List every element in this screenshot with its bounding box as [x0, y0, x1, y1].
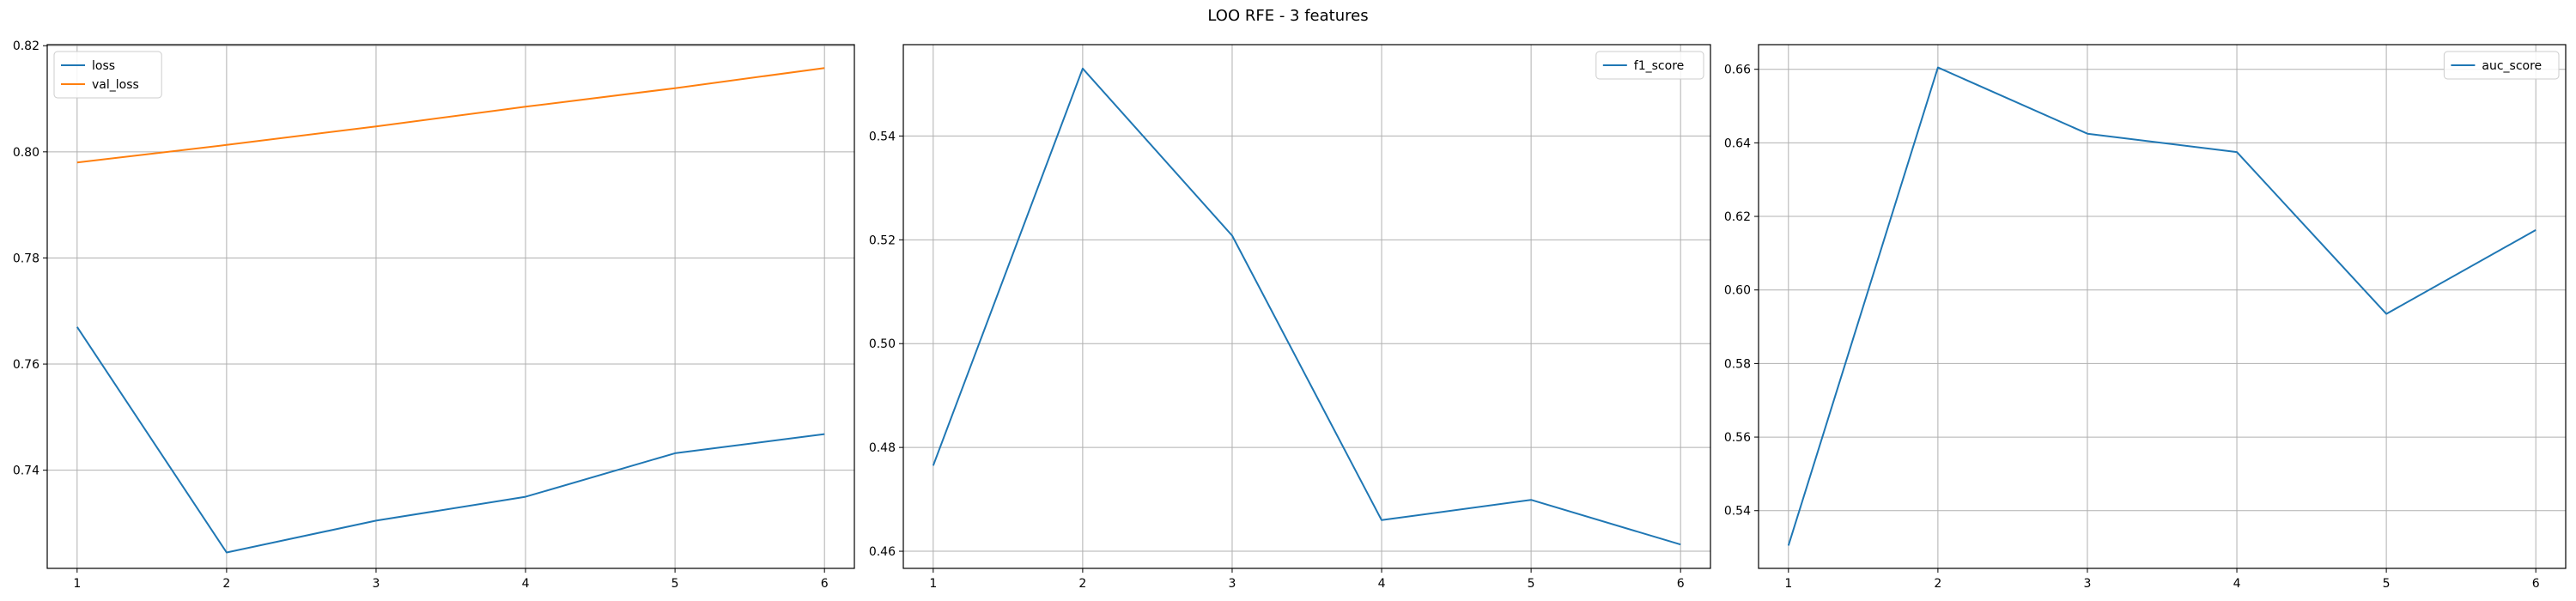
axes-frame: [46, 44, 855, 569]
data-point-f1_score: [1380, 519, 1383, 522]
chart-panel-2: 1 2 3 4 5 6 0.46 0.48 0.50 0.52 0.54 f1_score: [869, 44, 1711, 591]
data-point-loss: [374, 519, 378, 522]
data-point-val_loss: [673, 87, 677, 90]
data-point-f1_score: [1230, 234, 1234, 237]
x-tick-label: 2: [1078, 577, 1086, 591]
data-point-f1_score: [932, 464, 935, 467]
x-tick-label: 5: [671, 577, 679, 591]
x-tick-label: 5: [1528, 577, 1535, 591]
series-line-loss: [76, 326, 825, 554]
data-point-auc_score: [2385, 313, 2388, 316]
series-line-val_loss: [76, 67, 825, 164]
data-point-val_loss: [823, 66, 826, 70]
x-tick-label: 4: [522, 577, 530, 591]
data-point-f1_score: [1679, 543, 1682, 546]
y-tick-label: 0.62: [1724, 210, 1751, 224]
y-tick-label: 0.82: [13, 39, 39, 53]
data-point-f1_score: [1529, 498, 1533, 501]
y-tick-label: 0.80: [13, 146, 39, 160]
y-tick-label: 0.60: [1724, 284, 1751, 298]
data-point-loss: [524, 495, 527, 499]
x-tick-label: 3: [1229, 577, 1236, 591]
data-point-f1_score: [1081, 67, 1084, 70]
legend-label-val_loss: val_loss: [92, 78, 139, 92]
x-tick-label: 4: [1378, 577, 1386, 591]
data-point-val_loss: [225, 143, 228, 147]
x-tick-label: 4: [2233, 577, 2241, 591]
legend-box: [53, 51, 162, 99]
x-tick-label: 1: [73, 577, 81, 591]
y-tick-label: 0.54: [869, 130, 896, 143]
y-tick-label: 0.54: [1724, 505, 1751, 519]
data-point-val_loss: [374, 124, 378, 128]
y-tick-label: 0.76: [13, 358, 39, 372]
data-point-loss: [225, 550, 228, 554]
y-tick-label: 0.64: [1724, 137, 1751, 150]
legend: f1_score: [1595, 51, 1704, 80]
y-tick-label: 0.50: [869, 337, 896, 351]
x-tick-label: 3: [2084, 577, 2092, 591]
legend: loss val_loss: [53, 51, 162, 99]
legend: auc_score: [2443, 51, 2560, 80]
axes-frame: [902, 44, 1711, 569]
axes-frame: [1758, 44, 2567, 569]
y-tick-label: 0.74: [13, 464, 39, 478]
data-point-auc_score: [1936, 66, 1940, 70]
y-tick-label: 0.46: [869, 545, 896, 559]
chart-panel-3: 1 2 3 4 5 6 0.54 0.56 0.58 0.60 0.62 0.64 0.66 auc_sc…: [1724, 44, 2567, 591]
y-tick-label: 0.66: [1724, 64, 1751, 77]
x-tick-label: 1: [1784, 577, 1792, 591]
x-tick-label: 5: [2383, 577, 2391, 591]
y-tick-label: 0.78: [13, 252, 39, 265]
series-line-f1_score: [932, 67, 1681, 546]
y-tick-label: 0.56: [1724, 431, 1751, 445]
x-tick-label: 6: [821, 577, 829, 591]
x-tick-label: 1: [929, 577, 937, 591]
legend-label-loss: loss: [92, 59, 115, 73]
legend-box: [1595, 51, 1704, 80]
data-point-auc_score: [2235, 150, 2239, 154]
data-point-auc_score: [2086, 132, 2089, 136]
y-tick-label: 0.58: [1724, 357, 1751, 371]
legend-box: [2443, 51, 2560, 80]
x-tick-label: 6: [1677, 577, 1685, 591]
x-tick-label: 3: [373, 577, 380, 591]
x-tick-label: 6: [2532, 577, 2540, 591]
data-point-auc_score: [2534, 228, 2537, 232]
legend-label-f1_score: f1_score: [1634, 59, 1684, 73]
data-point-loss: [823, 433, 826, 436]
data-point-val_loss: [524, 105, 527, 108]
y-tick-label: 0.52: [869, 234, 896, 247]
data-point-val_loss: [76, 161, 79, 164]
series-line-auc_score: [1787, 66, 2537, 546]
x-tick-label: 2: [1934, 577, 1941, 591]
data-point-auc_score: [1787, 543, 1790, 547]
x-tick-label: 2: [222, 577, 230, 591]
data-point-loss: [76, 325, 79, 329]
figure-title: LOO RFE - 3 features: [1207, 7, 1369, 25]
legend-label-auc_score: auc_score: [2482, 59, 2542, 73]
chart-panel-1: 1 2 3 4 5 6 0.74 0.76 0.78 0.80 0.82 loss val_loss: [13, 39, 855, 591]
y-tick-label: 0.48: [869, 441, 896, 455]
data-point-loss: [673, 452, 677, 455]
